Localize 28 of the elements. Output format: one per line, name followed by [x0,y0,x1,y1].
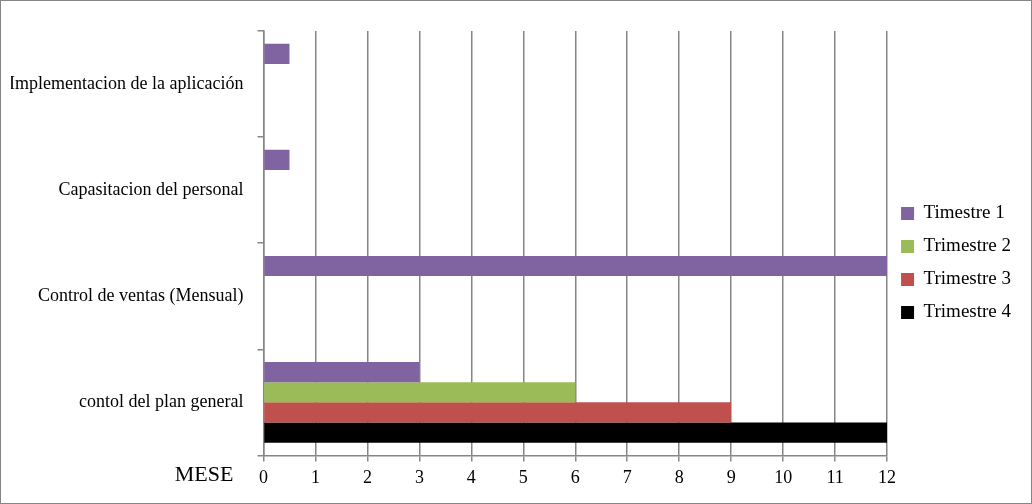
x-tick-label: 6 [570,466,580,487]
x-tick-label: 3 [414,466,424,487]
x-tick-label: 5 [518,466,528,487]
x-tick-label: 0 [259,466,268,487]
x-tick-label: 10 [774,466,793,487]
x-axis-title: MESE [174,460,234,486]
bar [264,422,888,443]
x-tick-label: 12 [878,466,897,487]
y-tick-label: contol del plan general [79,391,244,412]
y-tick-label: Capasitacion del personal [58,178,244,199]
x-tick-label: 2 [362,466,372,487]
legend-label: Timestre 1 [923,201,1005,223]
bar [264,255,888,277]
x-tick-label: 9 [726,466,736,487]
x-tick-label: 4 [466,466,476,487]
legend-label: Trimestre 3 [923,267,1012,289]
bar [264,402,732,423]
bar [264,382,576,403]
x-tick-label: 11 [826,466,844,487]
x-tick-label: 8 [674,466,684,487]
bar [264,362,420,383]
legend-label: Trimestre 2 [923,234,1012,256]
x-tick-label: 7 [622,466,632,487]
bar [264,149,290,170]
legend-label: Trimestre 4 [923,300,1012,322]
x-tick-label: 1 [310,466,320,487]
bar [264,43,290,64]
y-tick-label: Control de ventas (Mensual) [38,284,244,306]
